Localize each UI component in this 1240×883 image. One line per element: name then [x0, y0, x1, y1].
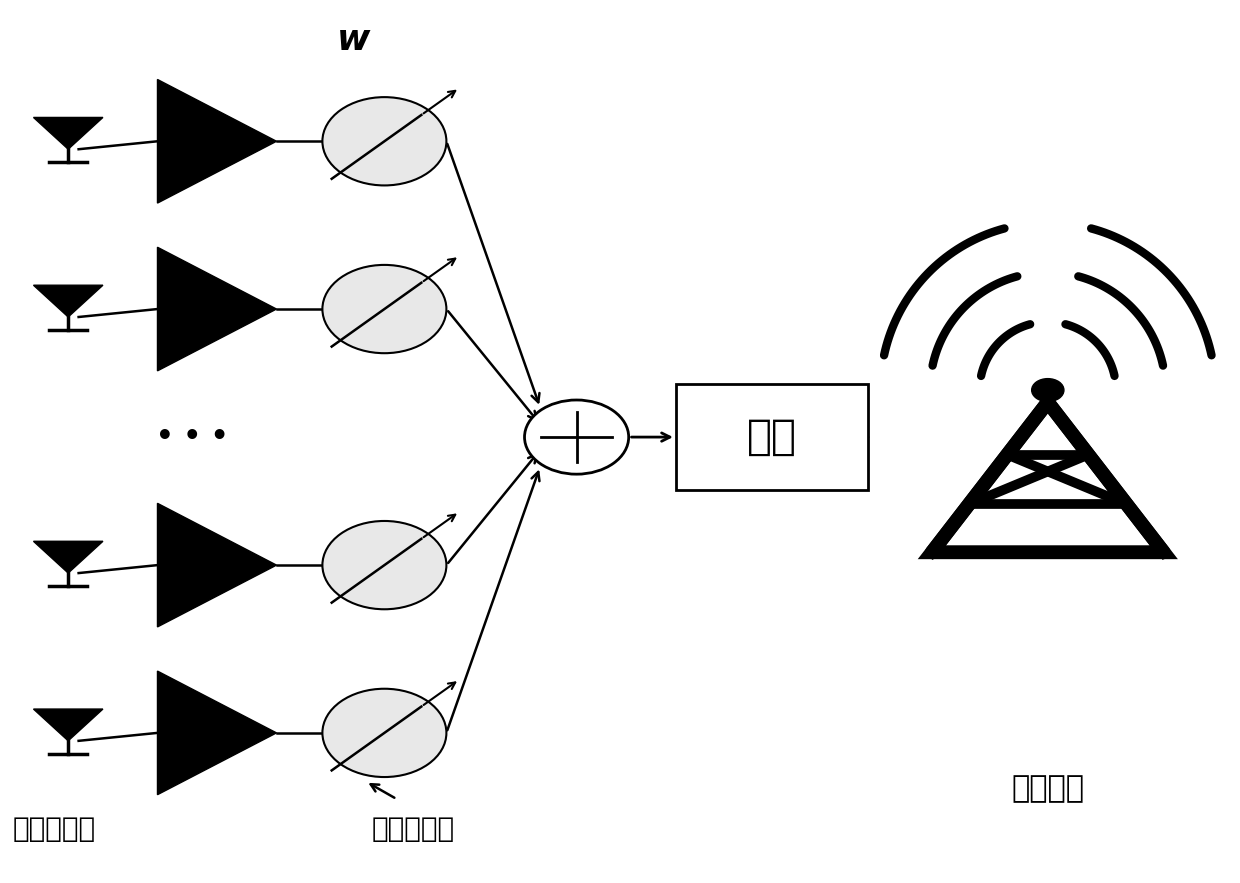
Circle shape: [525, 400, 629, 474]
Circle shape: [1032, 379, 1064, 402]
Polygon shape: [33, 117, 103, 149]
Bar: [676, 384, 868, 490]
Polygon shape: [33, 541, 103, 573]
Text: 相位转换器: 相位转换器: [372, 815, 455, 843]
Circle shape: [322, 97, 446, 185]
Circle shape: [322, 521, 446, 609]
Polygon shape: [157, 503, 277, 627]
Text: 射频: 射频: [746, 416, 797, 458]
Text: 低噪放大器: 低噪放大器: [12, 815, 95, 843]
Polygon shape: [157, 79, 277, 203]
Polygon shape: [33, 285, 103, 317]
Polygon shape: [157, 671, 277, 795]
Text: w: w: [337, 23, 370, 57]
Polygon shape: [157, 247, 277, 371]
Text: • • •: • • •: [156, 423, 228, 451]
Text: 地面基站: 地面基站: [1012, 774, 1084, 804]
Circle shape: [322, 689, 446, 777]
Circle shape: [322, 265, 446, 353]
Polygon shape: [33, 709, 103, 741]
